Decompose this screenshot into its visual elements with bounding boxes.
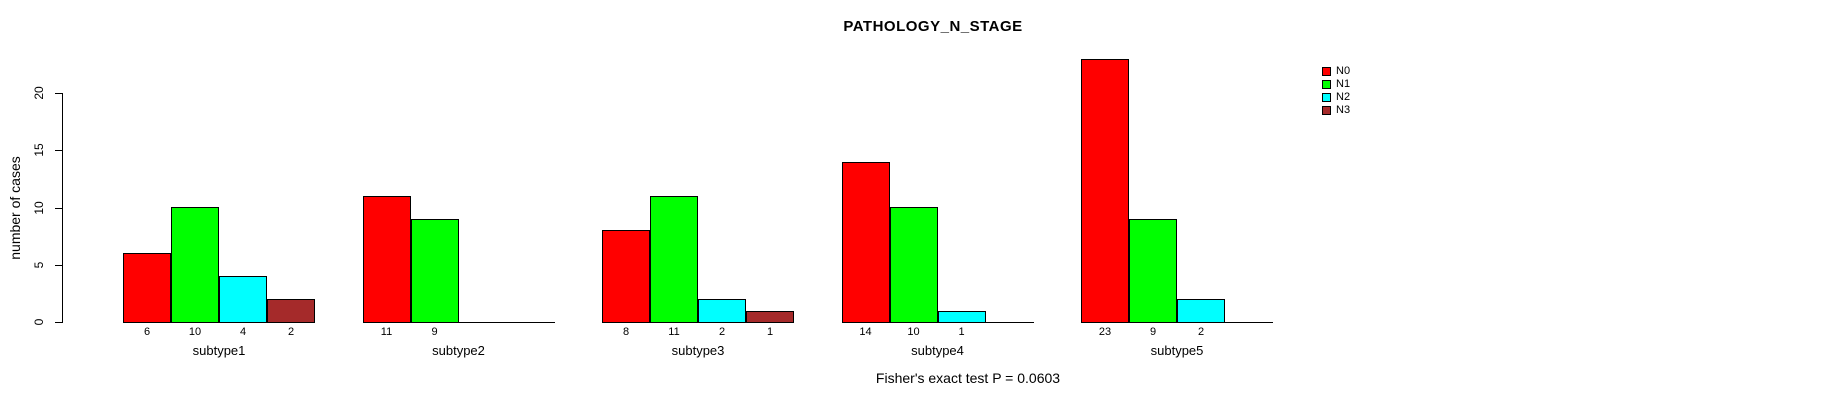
bar-value-subtype1-N3: 2	[287, 326, 295, 338]
y-tick-label: 0	[32, 318, 46, 326]
bar-subtype3-N1	[650, 196, 698, 323]
legend-label-N1: N1	[1336, 77, 1351, 90]
bar-subtype4-N2	[937, 311, 986, 323]
bar-value-subtype5-N0: 23	[1098, 326, 1112, 338]
legend-label-N3: N3	[1336, 103, 1351, 116]
y-tick-mark	[55, 207, 62, 209]
bar-subtype4-N1	[889, 207, 938, 323]
y-tick-mark	[55, 322, 62, 323]
chart-title: PATHOLOGY_N_STAGE	[843, 18, 1023, 35]
bar-value-subtype2-N0: 11	[380, 326, 393, 338]
bar-value-subtype3-N3: 1	[766, 326, 774, 338]
legend-label-N0: N0	[1336, 65, 1351, 77]
bar-value-subtype1-N2: 4	[239, 326, 247, 338]
bar-value-subtype1-N1: 10	[188, 326, 202, 338]
bar-value-subtype4-N2: 1	[958, 326, 965, 338]
y-tick-label: 15	[32, 143, 46, 157]
fisher-test-annotation: Fisher's exact test P = 0.0603	[875, 370, 1061, 386]
legend-swatch-N0	[1322, 67, 1331, 76]
x-axis-baseline-subtype2	[362, 322, 555, 323]
category-label-subtype3: subtype3	[671, 343, 725, 358]
bar-subtype1-N1	[171, 207, 219, 323]
bar-subtype5-N0	[1081, 59, 1129, 323]
bar-subtype2-N1	[410, 219, 459, 323]
legend-swatch-N3	[1322, 105, 1331, 115]
bar-subtype1-N3	[267, 299, 315, 323]
category-label-subtype1: subtype1	[192, 343, 246, 358]
bar-subtype3-N2	[698, 299, 746, 323]
bar-value-subtype4-N0: 14	[859, 326, 872, 338]
bar-value-subtype3-N2: 2	[718, 326, 726, 338]
bar-value-subtype3-N0: 8	[622, 326, 630, 338]
bar-value-subtype4-N1: 10	[907, 326, 920, 338]
y-tick-label: 5	[32, 261, 46, 269]
bar-value-subtype5-N2: 2	[1197, 326, 1205, 338]
y-tick-mark	[55, 93, 62, 94]
bar-value-subtype3-N1: 11	[668, 326, 680, 338]
legend-label-N2: N2	[1336, 90, 1351, 103]
y-tick-label: 10	[32, 200, 46, 215]
bar-subtype5-N2	[1177, 299, 1225, 323]
bar-subtype1-N2	[219, 276, 267, 323]
category-label-subtype4: subtype4	[911, 343, 964, 358]
bar-value-subtype1-N0: 6	[143, 326, 151, 338]
bar-subtype5-N1	[1129, 219, 1177, 323]
legend-swatch-N1	[1322, 79, 1331, 89]
bar-subtype1-N0	[123, 253, 171, 323]
category-label-subtype2: subtype2	[432, 343, 485, 358]
y-tick-mark	[55, 150, 62, 152]
y-axis-label: number of cases	[7, 156, 23, 260]
category-label-subtype5: subtype5	[1150, 343, 1204, 358]
bar-subtype4-N0	[841, 162, 890, 323]
bar-subtype3-N3	[746, 311, 794, 323]
y-tick-label: 20	[32, 86, 46, 100]
bar-value-subtype2-N1: 9	[431, 326, 438, 338]
bar-value-subtype5-N1: 9	[1149, 326, 1157, 338]
bar-subtype3-N0	[602, 230, 650, 323]
y-axis-line	[62, 93, 63, 323]
y-tick-mark	[55, 264, 62, 266]
legend-swatch-N2	[1322, 92, 1331, 102]
bar-subtype2-N0	[362, 196, 411, 323]
